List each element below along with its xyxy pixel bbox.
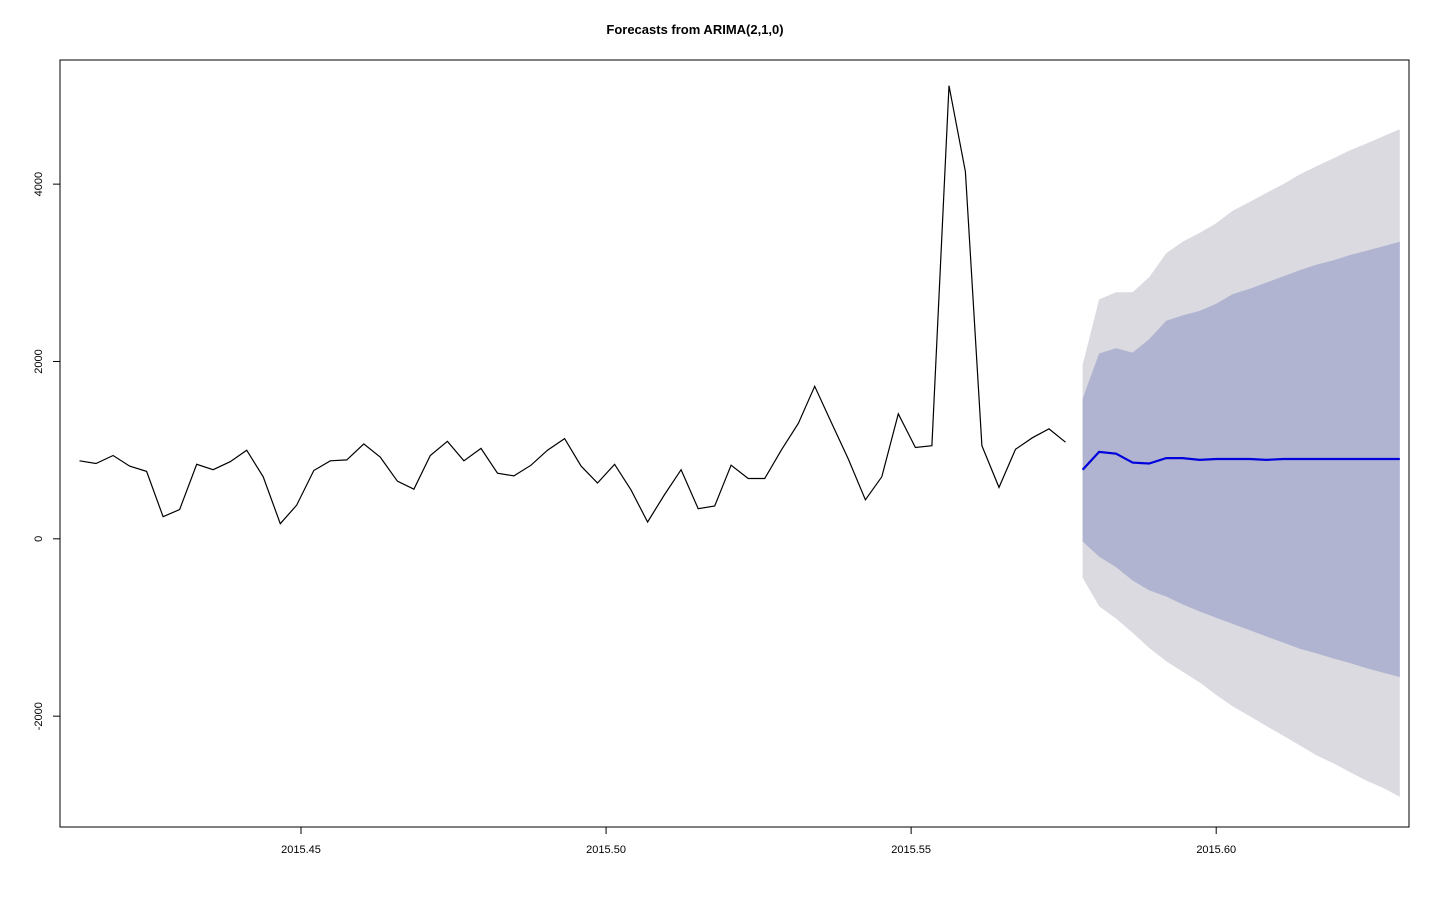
x-tick-label: 2015.50 bbox=[586, 844, 626, 856]
y-tick-label: -2000 bbox=[33, 702, 45, 730]
x-tick-label: 2015.60 bbox=[1196, 844, 1236, 856]
x-tick-label: 2015.45 bbox=[281, 844, 321, 856]
x-tick-label: 2015.55 bbox=[891, 844, 931, 856]
series-lines bbox=[79, 85, 1400, 525]
prediction-intervals bbox=[1082, 129, 1400, 797]
forecast-mean-line bbox=[1081, 450, 1400, 471]
y-tick-label: 2000 bbox=[33, 349, 45, 373]
plot-frame bbox=[59, 59, 1410, 828]
chart-title: Forecasts from ARIMA(2,1,0) bbox=[606, 22, 784, 37]
observed-series-line bbox=[79, 85, 1066, 525]
y-tick-label: 4000 bbox=[33, 172, 45, 196]
x-axis: 2015.45 2015.50 2015.55 2015.60 bbox=[281, 827, 1236, 856]
y-tick-label: 0 bbox=[33, 536, 45, 542]
y-axis: -2000 0 2000 4000 bbox=[33, 172, 60, 730]
